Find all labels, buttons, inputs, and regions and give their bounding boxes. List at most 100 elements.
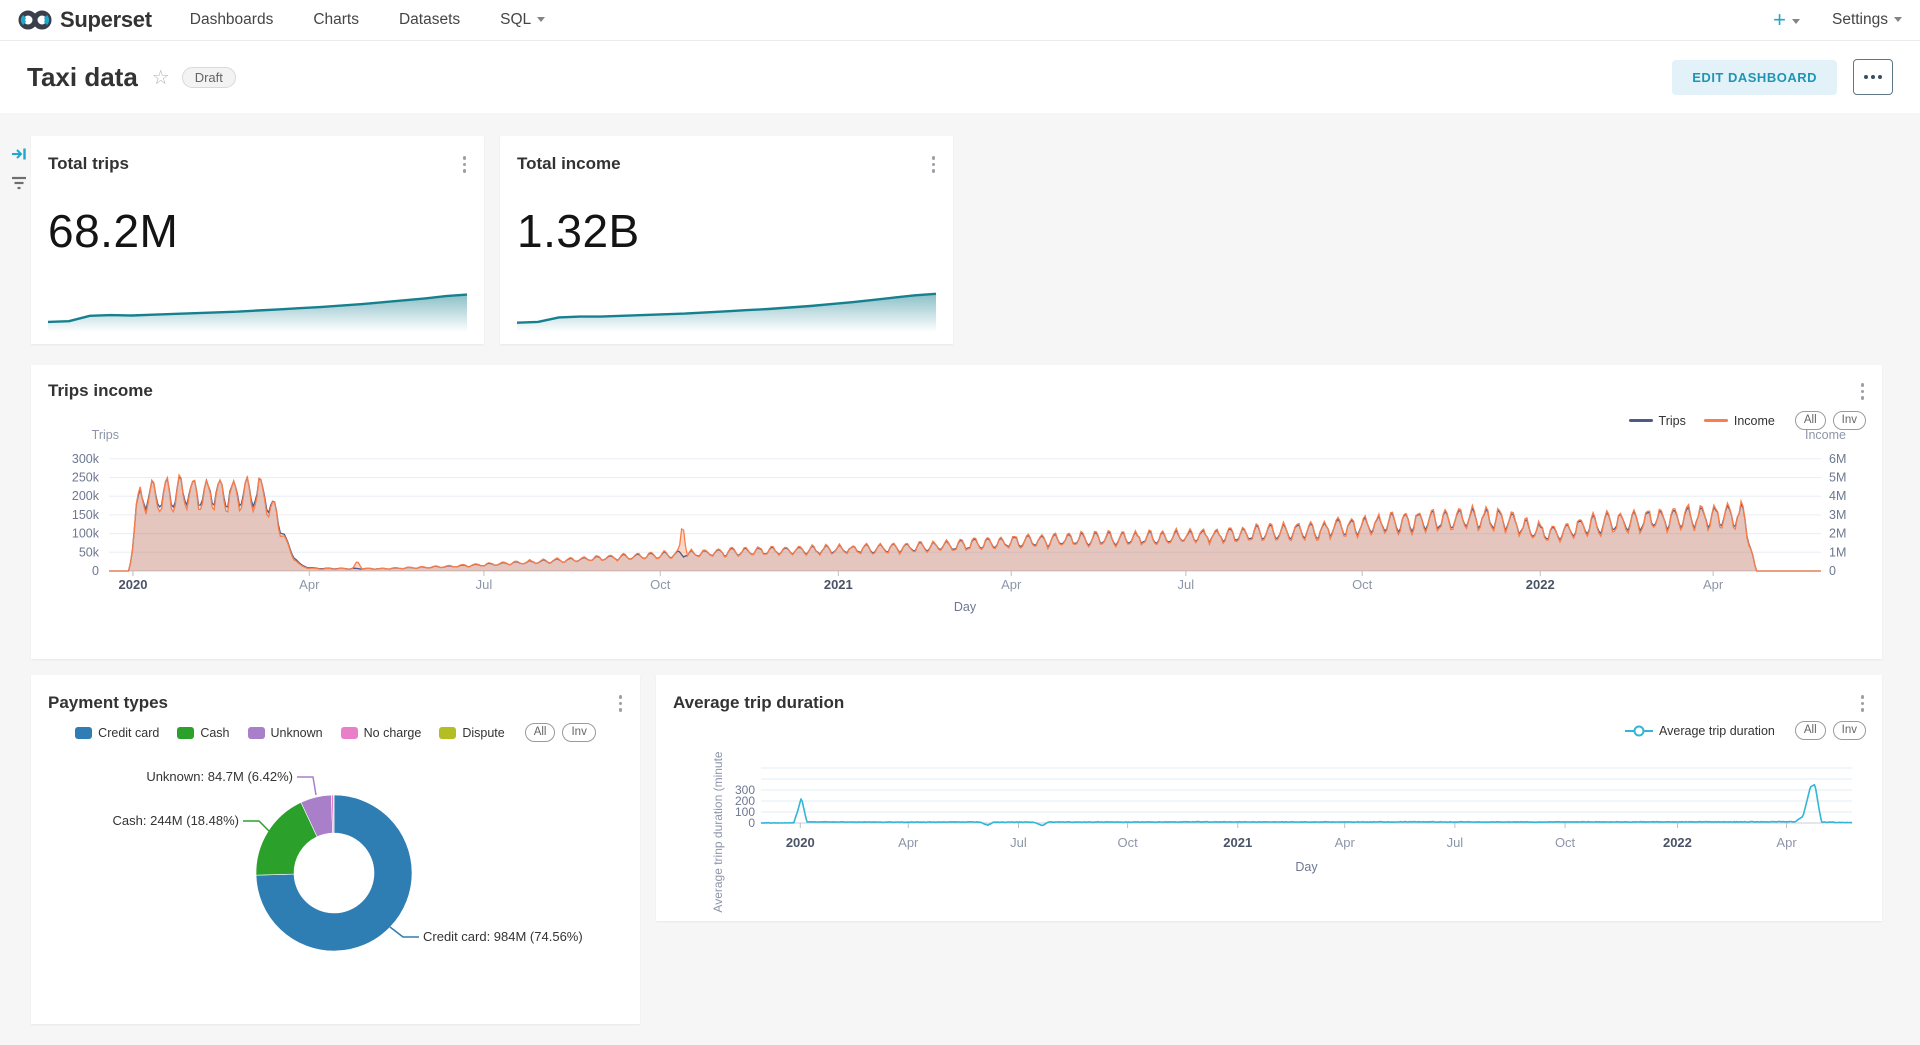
svg-text:3M: 3M (1829, 508, 1846, 522)
nav-dashboards[interactable]: Dashboards (189, 11, 274, 28)
legend-button-all[interactable]: All (524, 723, 556, 742)
svg-text:300k: 300k (72, 452, 100, 466)
legend-label: Unknown (270, 725, 323, 740)
legend-item-average-trip-duration[interactable]: Average trip duration (1625, 724, 1775, 738)
svg-text:Day: Day (954, 600, 977, 614)
legend-button-inv[interactable]: Inv (562, 723, 596, 742)
avg-duration-chart[interactable]: 300 200 100 0 Average trinp duration (minute… (656, 737, 1882, 921)
svg-text:300: 300 (735, 783, 755, 797)
chevron-down-icon (537, 17, 546, 23)
dashboard-body: Total trips 68.2M Total income 1.32B Tri… (0, 113, 1920, 1045)
legend-item-income[interactable]: Income (1703, 413, 1775, 428)
chart-kebab-menu[interactable] (1857, 381, 1869, 402)
superset-logo-icon (18, 10, 52, 30)
svg-text:Oct: Oct (1117, 835, 1138, 850)
svg-text:Jul: Jul (476, 577, 493, 592)
legend-swatch (247, 726, 265, 739)
nav-sql[interactable]: SQL (500, 11, 546, 29)
brand-name: Superset (60, 7, 152, 32)
legend-item-cash[interactable]: Cash (177, 725, 230, 740)
legend-item-unknown[interactable]: Unknown (247, 725, 323, 740)
svg-text:2021: 2021 (1223, 835, 1252, 850)
main-nav: Dashboards Charts Datasets SQL (189, 11, 546, 29)
svg-text:1M: 1M (1829, 545, 1846, 559)
settings-menu[interactable]: Settings (1832, 11, 1902, 29)
settings-label: Settings (1831, 11, 1888, 28)
big-number-value: 1.32B (517, 205, 640, 257)
trips-income-chart[interactable]: Trips Income 300k 250k 200k 150k 100k 50k 0 6M 5M 4… (31, 427, 1882, 659)
svg-text:Apr: Apr (1335, 835, 1356, 850)
svg-text:100k: 100k (72, 527, 100, 541)
chart-kebab-menu[interactable] (615, 693, 627, 714)
total-income-sparkline (516, 284, 937, 332)
chart-kebab-menu[interactable] (928, 154, 940, 175)
favorite-star-icon[interactable]: ☆ (151, 66, 170, 89)
legend-item-no-charge[interactable]: No charge (340, 725, 422, 740)
superset-logo[interactable]: Superset (18, 7, 152, 33)
svg-text:2022: 2022 (1526, 577, 1555, 592)
svg-text:Cash: 244M (18.48%): Cash: 244M (18.48%) (113, 813, 239, 828)
svg-text:Apr: Apr (1703, 577, 1724, 592)
legend-label: Cash (200, 725, 230, 740)
edit-dashboard-button[interactable]: EDIT DASHBOARD (1672, 59, 1837, 95)
status-badge: Draft (181, 66, 236, 88)
legend-swatch (1628, 419, 1653, 422)
chart-title: Total income (517, 154, 621, 173)
svg-text:Apr: Apr (299, 577, 320, 592)
legend-label: Credit card (98, 725, 160, 740)
chart-kebab-menu[interactable] (1857, 693, 1869, 714)
legend-item-credit-card[interactable]: Credit card (75, 726, 159, 740)
card-avg-trip-duration: Average trip duration Average trip durat… (656, 675, 1882, 921)
svg-text:Oct: Oct (650, 577, 671, 592)
payment-types-donut-chart[interactable]: Unknown: 84.7M (6.42%) Cash: 244M (18.48%… (31, 675, 640, 1024)
chevron-down-icon (1791, 18, 1800, 24)
chart-kebab-menu[interactable] (459, 154, 471, 175)
nav-sql-label: SQL (500, 11, 532, 28)
expand-filter-bar-icon[interactable] (10, 145, 28, 168)
svg-text:200k: 200k (72, 489, 100, 503)
card-total-income: Total income 1.32B (500, 136, 953, 344)
chart-title: Total trips (48, 154, 129, 173)
legend-button-inv[interactable]: Inv (1832, 721, 1866, 740)
legend-label: Dispute (462, 725, 505, 740)
add-new-button[interactable]: + (1773, 9, 1800, 31)
card-payment-types: Payment types Credit card Cash Unknown No c… (31, 675, 640, 1024)
svg-text:Jul: Jul (1447, 835, 1464, 850)
legend-swatch (340, 726, 358, 739)
chevron-down-icon (1894, 17, 1902, 23)
svg-text:Average trinp duration (minute: Average trinp duration (minute (711, 751, 725, 913)
svg-text:0: 0 (92, 564, 99, 578)
svg-text:5M: 5M (1829, 471, 1846, 485)
svg-text:Income: Income (1805, 428, 1846, 442)
legend-label: Income (1733, 413, 1775, 428)
svg-text:200: 200 (735, 794, 755, 808)
svg-text:0: 0 (748, 816, 755, 830)
big-number-value: 68.2M (48, 205, 179, 257)
nav-datasets[interactable]: Datasets (398, 11, 461, 28)
svg-text:Apr: Apr (1001, 577, 1022, 592)
svg-text:Oct: Oct (1352, 577, 1373, 592)
legend-swatch (439, 726, 457, 739)
legend-button-all[interactable]: All (1794, 411, 1826, 430)
plus-icon: + (1773, 7, 1786, 32)
legend-item-trips[interactable]: Trips (1628, 414, 1686, 428)
legend-label: No charge (363, 725, 422, 740)
svg-text:Trips: Trips (92, 428, 119, 442)
dashboard-more-button[interactable] (1853, 59, 1893, 95)
legend-button-all[interactable]: All (1794, 721, 1826, 740)
nav-charts[interactable]: Charts (313, 11, 359, 28)
svg-text:2021: 2021 (824, 577, 853, 592)
avg-duration-legend: Average trip duration All Inv (1625, 721, 1866, 740)
chart-title: Average trip duration (673, 693, 845, 712)
total_income_trend-svg (516, 292, 937, 332)
trips-income-legend: Trips Income All Inv (1628, 411, 1866, 430)
filter-icon[interactable] (10, 175, 28, 196)
legend-button-inv[interactable]: Inv (1832, 411, 1866, 430)
svg-text:2020: 2020 (119, 577, 148, 592)
svg-text:Credit card: 984M (74.56%): Credit card: 984M (74.56%) (423, 929, 583, 944)
svg-text:Unknown: 84.7M (6.42%): Unknown: 84.7M (6.42%) (146, 769, 293, 784)
legend-item-dispute[interactable]: Dispute (439, 725, 505, 740)
svg-text:Oct: Oct (1555, 835, 1576, 850)
svg-text:2M: 2M (1829, 527, 1846, 541)
svg-text:Jul: Jul (1010, 835, 1027, 850)
